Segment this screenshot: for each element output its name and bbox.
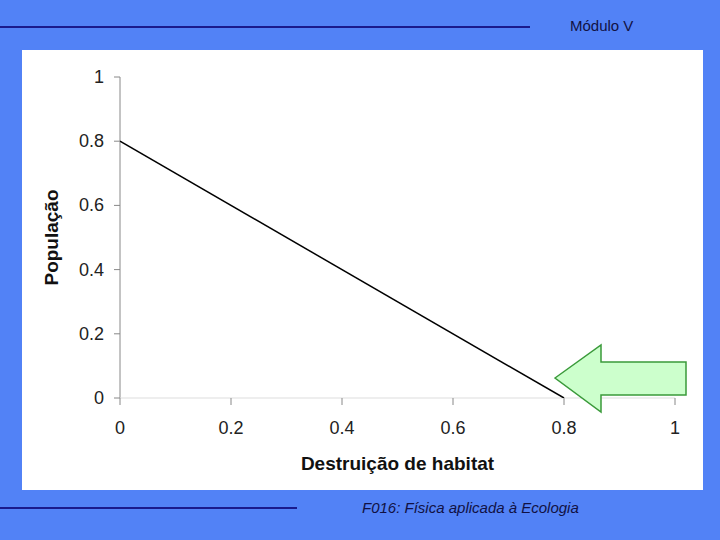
x-tick (120, 398, 121, 405)
y-tick (114, 77, 120, 78)
y-axis-label: População (41, 189, 62, 285)
header-text: Módulo V (570, 17, 633, 34)
y-tick (114, 398, 120, 399)
footer-text: F016: Física aplicada à Ecologia (362, 499, 579, 516)
data-line (120, 141, 564, 398)
x-tick (675, 398, 676, 405)
y-tick-label: 1 (94, 67, 104, 87)
x-tick (564, 398, 565, 405)
x-tick (342, 398, 343, 405)
x-tick-label: 0.6 (440, 418, 465, 438)
y-tick-label: 0.8 (79, 131, 104, 151)
x-axis-label: Destruição de habitat (301, 453, 495, 474)
slide: Módulo V F016: Física aplicada à Ecologia… (0, 0, 720, 540)
y-tick-label: 0.4 (79, 260, 104, 280)
y-tick (114, 269, 120, 270)
x-tick (453, 398, 454, 405)
y-tick (114, 205, 120, 206)
y-axis (120, 77, 121, 398)
footer-rule (0, 507, 297, 509)
plot-area (120, 141, 564, 398)
y-tick (114, 333, 120, 334)
x-tick-label: 1 (670, 418, 680, 438)
y-tick-label: 0 (94, 388, 104, 408)
y-tick-label: 0.2 (79, 324, 104, 344)
header-rule (0, 26, 530, 28)
chart-panel (22, 50, 703, 490)
x-tick (231, 398, 232, 405)
x-tick-label: 0.8 (551, 418, 576, 438)
x-tick-label: 0.4 (329, 418, 354, 438)
y-tick (114, 141, 120, 142)
y-tick-label: 0.6 (79, 195, 104, 215)
x-tick-label: 0 (115, 418, 125, 438)
pointer-arrow (555, 345, 686, 412)
x-tick-label: 0.2 (218, 418, 243, 438)
